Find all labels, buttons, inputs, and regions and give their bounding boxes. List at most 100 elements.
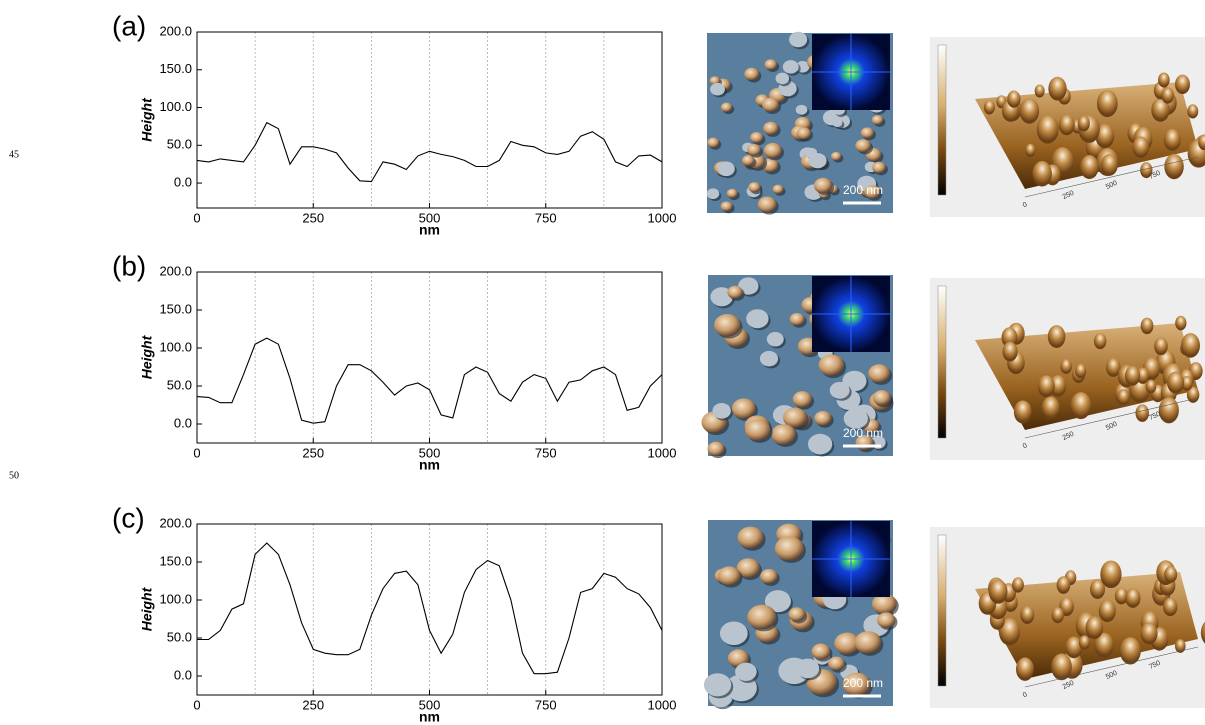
- surface-3d: 0 250 500 750: [930, 278, 1205, 460]
- x-tick-label: 250: [302, 697, 324, 712]
- afm-grain: [726, 188, 738, 199]
- afm-grain: [772, 184, 784, 194]
- surface-bump: [1020, 605, 1035, 625]
- afm-grain: [854, 631, 882, 654]
- afm-grain: [789, 312, 805, 326]
- x-tick-label: 250: [302, 210, 324, 225]
- surface-bump: [1085, 616, 1104, 640]
- afm-grain: [731, 398, 756, 419]
- surface-bump: [1181, 333, 1201, 358]
- surface-axis-label: 750: [1148, 170, 1162, 181]
- surface-bump: [1198, 134, 1205, 151]
- surface-bump: [1151, 98, 1170, 122]
- x-tick-label: 0: [193, 697, 200, 712]
- surface-bump: [1060, 358, 1072, 374]
- afm-grain: [818, 354, 845, 377]
- surface-bump: [1041, 396, 1060, 420]
- scale-bar-label: 200 nm: [843, 183, 883, 197]
- afm-grain: [764, 59, 778, 70]
- afm-grain: [744, 67, 760, 81]
- y-axis-label: Height: [139, 97, 155, 142]
- surface-bump: [998, 617, 1021, 646]
- afm-grain: [706, 188, 720, 200]
- margin-number: 45: [9, 149, 19, 160]
- color-bar: [937, 534, 947, 687]
- surface-bump: [1094, 632, 1114, 658]
- x-tick-label: 0: [193, 210, 200, 225]
- afm-grain: [736, 558, 760, 578]
- y-tick-label: 150.0: [159, 61, 192, 76]
- afm-grain: [782, 60, 799, 74]
- afm-grain: [766, 332, 784, 347]
- surface-bump: [1135, 404, 1149, 422]
- x-axis-label: nm: [419, 222, 440, 238]
- surface-bump: [1058, 114, 1075, 136]
- afm-grain: [828, 656, 845, 671]
- afm-grain: [707, 441, 725, 457]
- surface-axis-label: 250: [1062, 431, 1076, 442]
- x-tick-label: 500: [419, 697, 441, 712]
- surface-bump: [1080, 155, 1099, 180]
- afm-grain: [783, 407, 807, 428]
- y-tick-label: 100.0: [159, 591, 192, 606]
- afm-grain: [746, 309, 769, 329]
- afm-grain: [737, 526, 764, 549]
- surface-bump: [1034, 84, 1045, 98]
- y-tick-label: 200.0: [159, 23, 192, 38]
- surface-bump: [1175, 315, 1187, 331]
- afm-grain: [717, 566, 741, 586]
- afm-grain: [860, 127, 874, 139]
- surface-3d: 0 250 500 750: [930, 527, 1205, 708]
- surface-bump: [1158, 72, 1170, 88]
- afm-grain: [764, 590, 791, 613]
- surface-bump: [1036, 115, 1059, 144]
- afm-grain: [864, 185, 881, 199]
- x-tick-label: 750: [535, 445, 557, 460]
- y-tick-label: 0.0: [174, 415, 192, 430]
- surface-bump: [1012, 577, 1024, 593]
- afm-grain: [761, 97, 780, 113]
- afm-grain: [703, 673, 732, 697]
- surface-bump: [1175, 74, 1190, 95]
- surface-axis-label: 500: [1105, 670, 1119, 681]
- surface-bump: [1096, 90, 1118, 118]
- x-axis-label: nm: [419, 709, 440, 725]
- y-tick-label: 100.0: [159, 339, 192, 354]
- surface-axis-label: 250: [1062, 190, 1076, 201]
- y-axis-label: Height: [139, 586, 155, 631]
- afm-grain: [710, 287, 733, 307]
- afm-grain: [774, 536, 804, 561]
- afm-grain: [745, 419, 771, 441]
- surface-axis-label: 500: [1105, 180, 1119, 191]
- surface: [975, 323, 1198, 430]
- afm-grain: [872, 161, 886, 174]
- surface-bump: [1186, 386, 1200, 403]
- x-tick-label: 500: [419, 445, 441, 460]
- surface-bump: [1140, 622, 1158, 645]
- surface-bump: [1145, 379, 1157, 394]
- surface-bump: [1119, 637, 1141, 665]
- afm-grain: [789, 31, 808, 48]
- x-tick-label: 500: [419, 210, 441, 225]
- y-tick-label: 150.0: [159, 553, 192, 568]
- surface-bump: [1070, 392, 1092, 420]
- afm-grain: [788, 607, 806, 622]
- surface-axis-label: 750: [1148, 411, 1162, 422]
- surface-bump: [1037, 375, 1055, 398]
- surface-bump: [1164, 566, 1178, 583]
- afm-grain: [834, 632, 861, 655]
- surface-bump: [1100, 560, 1122, 589]
- afm-grain: [796, 658, 820, 679]
- afm-grain: [877, 612, 896, 629]
- afm-grain: [872, 390, 891, 406]
- afm-grain: [763, 121, 779, 135]
- afm-grain: [832, 118, 843, 128]
- y-axis-label: Height: [139, 334, 155, 379]
- margin-number: 50: [9, 470, 19, 481]
- afm-grain: [808, 152, 827, 169]
- afm-grain: [795, 104, 808, 115]
- afm-grain: [796, 127, 812, 140]
- surface-bump: [1077, 115, 1090, 132]
- panel-label: (a): [112, 10, 146, 41]
